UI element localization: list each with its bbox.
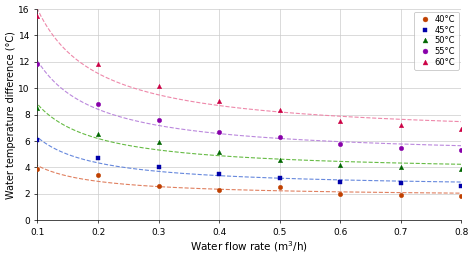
40°C: [35, 167, 40, 170]
50°C: [216, 150, 222, 153]
Line: 60°C: 60°C: [35, 14, 464, 131]
Line: 40°C: 40°C: [35, 167, 464, 199]
55°C: [337, 142, 343, 145]
Line: 45°C: 45°C: [35, 138, 464, 188]
45°C: [216, 172, 222, 176]
55°C: [458, 149, 464, 152]
50°C: [156, 141, 162, 144]
50°C: [35, 107, 40, 110]
60°C: [156, 84, 162, 87]
55°C: [35, 63, 40, 66]
45°C: [277, 177, 283, 180]
55°C: [95, 102, 101, 106]
60°C: [95, 63, 101, 66]
40°C: [156, 184, 162, 187]
45°C: [458, 184, 464, 187]
40°C: [216, 188, 222, 191]
55°C: [398, 146, 403, 149]
Line: 50°C: 50°C: [35, 106, 464, 171]
50°C: [458, 167, 464, 170]
Legend: 40°C, 45°C, 50°C, 55°C, 60°C: 40°C, 45°C, 50°C, 55°C, 60°C: [414, 11, 459, 70]
45°C: [398, 181, 403, 184]
55°C: [277, 135, 283, 139]
60°C: [277, 108, 283, 112]
50°C: [337, 163, 343, 166]
40°C: [337, 192, 343, 196]
60°C: [337, 120, 343, 123]
60°C: [216, 99, 222, 102]
40°C: [277, 185, 283, 188]
45°C: [156, 166, 162, 169]
Y-axis label: Water temperature difference (°C): Water temperature difference (°C): [6, 31, 16, 199]
60°C: [35, 14, 40, 17]
60°C: [398, 124, 403, 127]
45°C: [35, 139, 40, 142]
50°C: [398, 165, 403, 168]
45°C: [337, 180, 343, 184]
50°C: [95, 133, 101, 136]
40°C: [398, 194, 403, 197]
50°C: [277, 158, 283, 161]
60°C: [458, 128, 464, 131]
40°C: [458, 195, 464, 198]
Line: 55°C: 55°C: [35, 62, 464, 153]
55°C: [156, 118, 162, 121]
X-axis label: Water flow rate (m$^3$/h): Water flow rate (m$^3$/h): [191, 240, 309, 255]
40°C: [95, 173, 101, 176]
45°C: [95, 157, 101, 160]
55°C: [216, 130, 222, 133]
